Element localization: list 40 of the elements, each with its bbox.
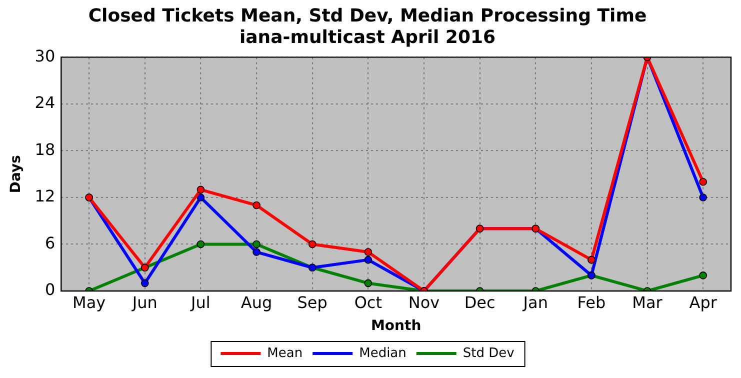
y-tick-label: 6 (44, 233, 56, 252)
chart-title: Closed Tickets Mean, Std Dev, Median Processing Time (88, 5, 647, 26)
x-tick-label: Nov (408, 292, 440, 312)
y-axis-title: Days (8, 155, 24, 194)
point (364, 256, 372, 264)
y-tick-label: 30 (34, 46, 56, 66)
point (588, 256, 596, 264)
chart-subtitle: iana-multicast April 2016 (239, 27, 496, 48)
y-tick-label: 24 (34, 93, 56, 112)
point (252, 248, 260, 256)
point (308, 240, 316, 248)
x-axis-title: Month (370, 318, 422, 334)
point (699, 272, 707, 280)
point (699, 178, 707, 186)
point (140, 279, 149, 288)
point (196, 240, 205, 248)
point (196, 186, 205, 194)
point (196, 194, 205, 202)
point (252, 201, 260, 210)
x-tick-label: Jun (131, 292, 158, 312)
x-tick-label: Dec (464, 292, 496, 312)
x-tick-label: Sep (297, 292, 328, 312)
point (364, 248, 372, 256)
x-tick-label: Jan (522, 292, 548, 312)
x-tick-label: May (72, 292, 106, 312)
legend-label: Mean (267, 346, 303, 361)
x-tick-label: Feb (577, 292, 606, 312)
point (699, 194, 707, 202)
x-tick-label: Mar (632, 292, 663, 312)
x-tick-label: Jul (190, 292, 210, 312)
y-tick-label: 0 (44, 280, 56, 300)
point (252, 240, 260, 248)
y-tick-label: 18 (34, 140, 56, 159)
x-tick-label: Aug (240, 292, 272, 312)
legend-label: Std Dev (462, 346, 515, 361)
x-tick-label: Oct (354, 292, 382, 312)
legend-label: Median (359, 346, 406, 361)
y-tick-label: 12 (34, 186, 56, 206)
x-tick-label: Apr (689, 292, 718, 312)
point (364, 279, 372, 288)
